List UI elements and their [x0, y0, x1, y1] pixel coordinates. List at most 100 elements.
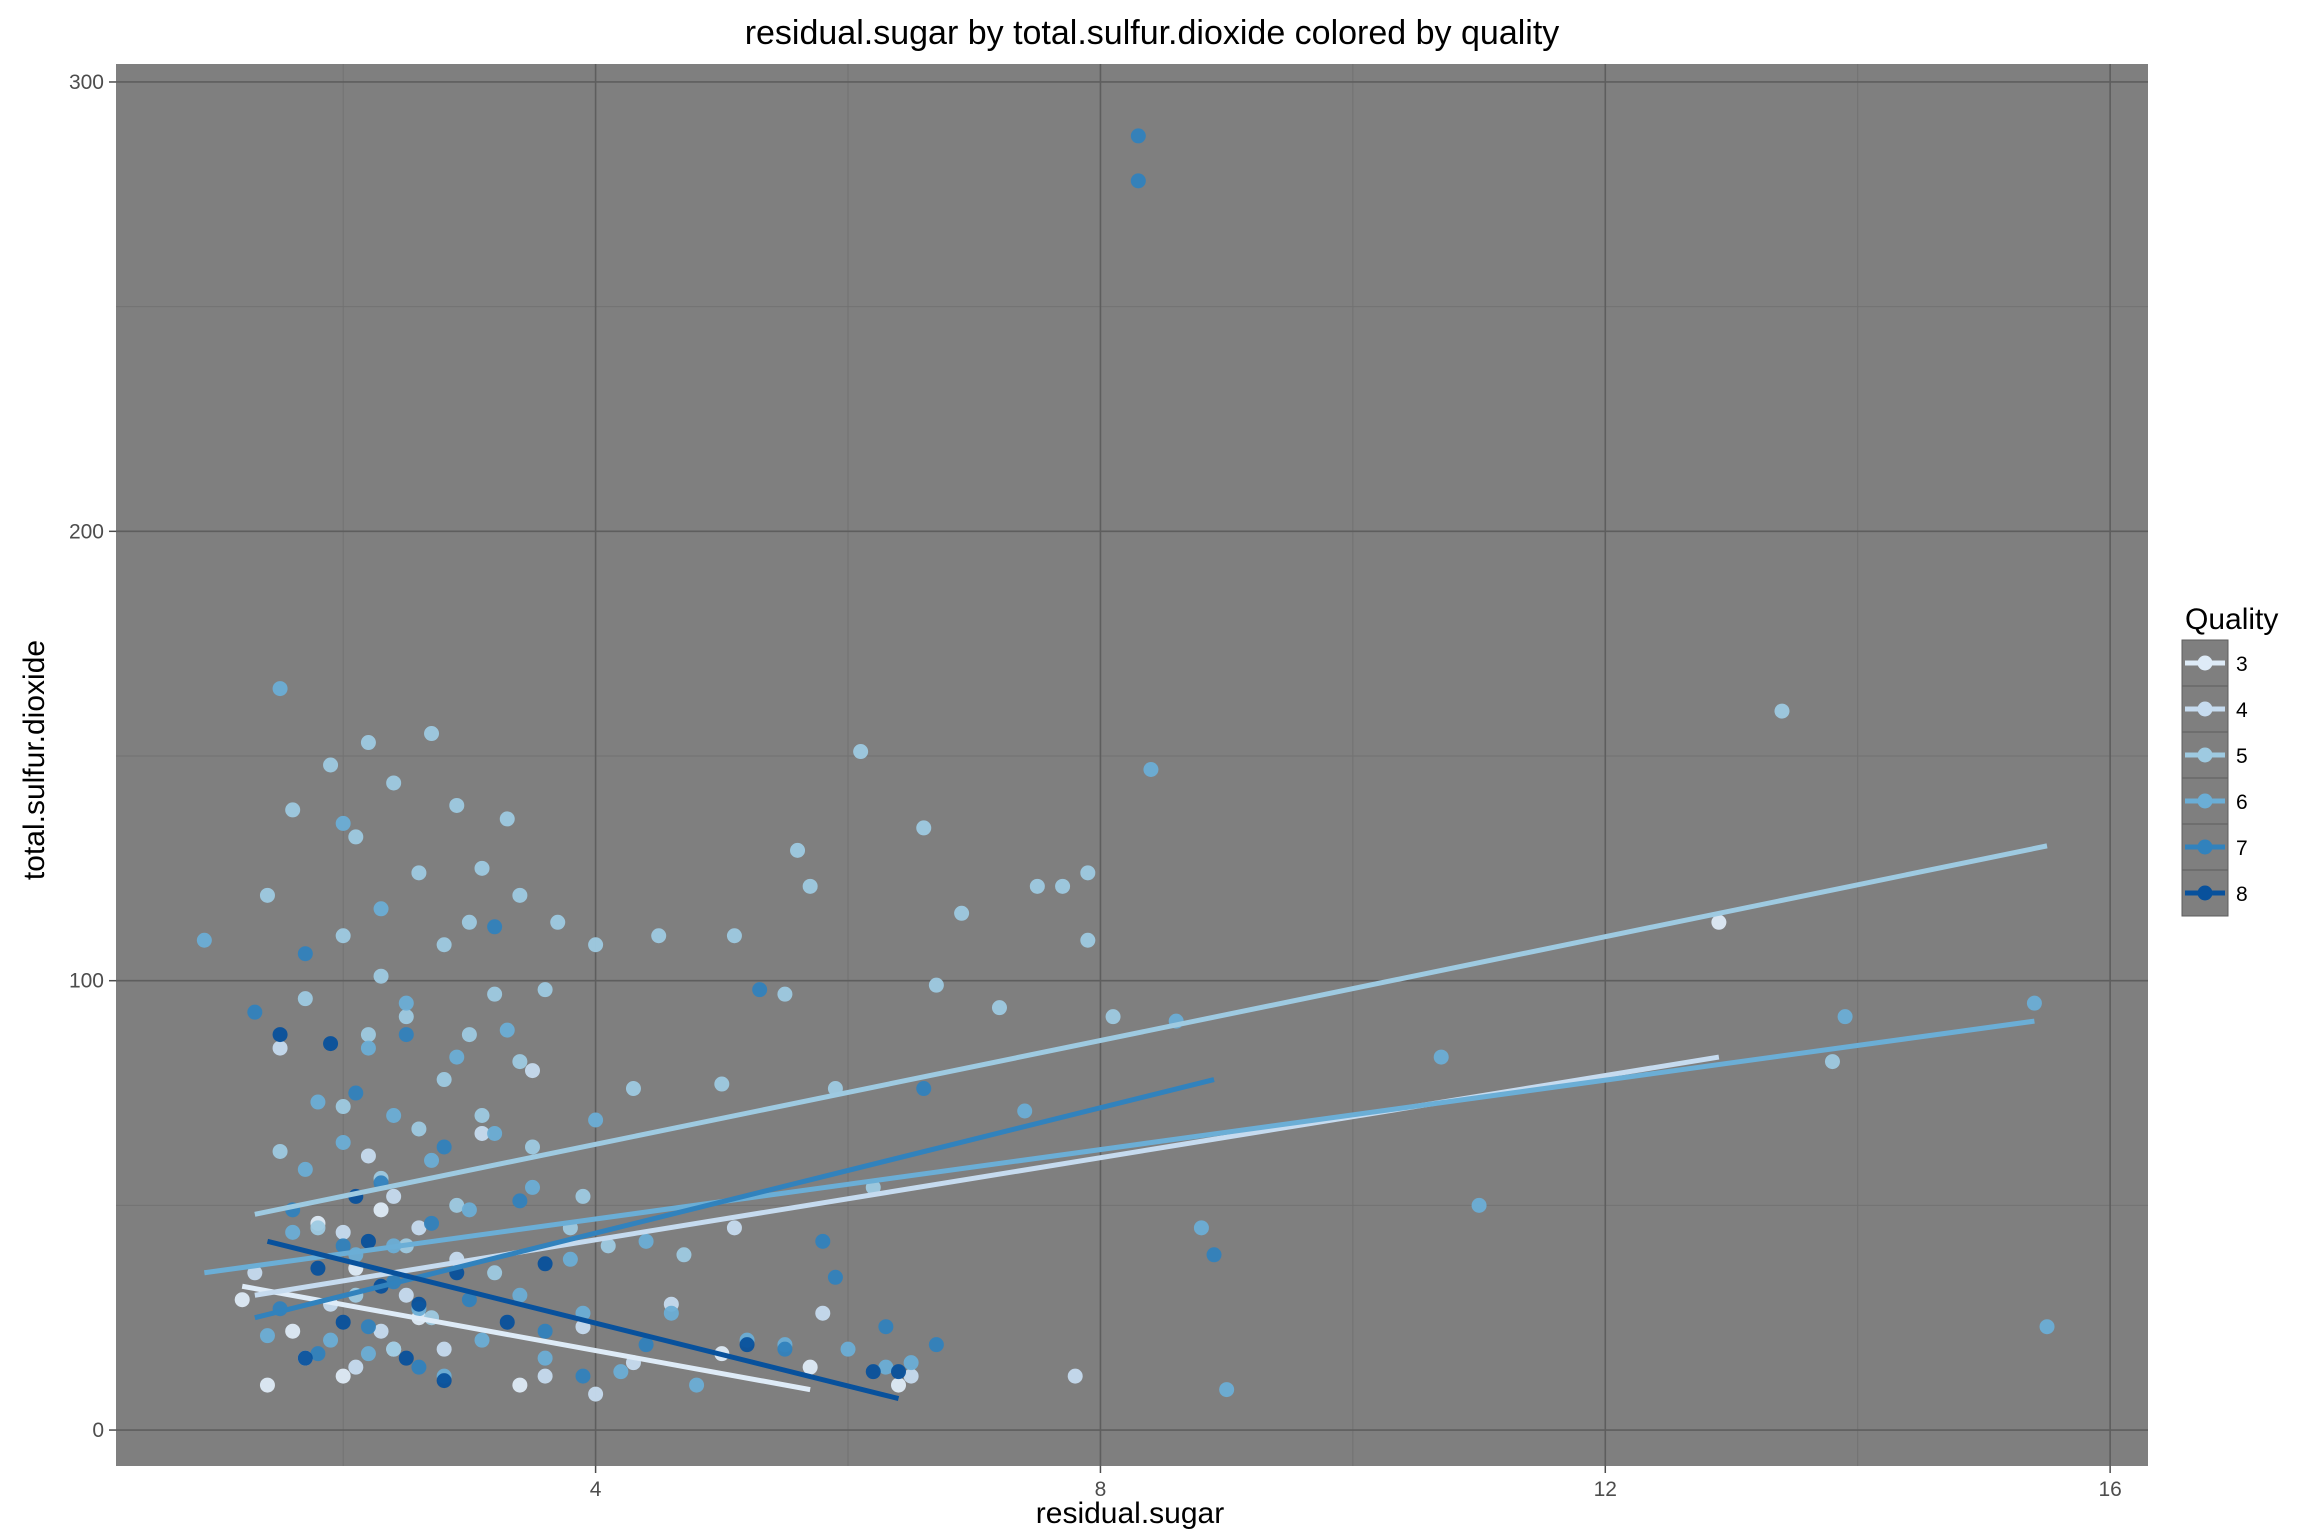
data-point: [386, 1108, 402, 1123]
data-point: [891, 1364, 907, 1380]
data-point: [1824, 1054, 1840, 1070]
data-point: [411, 1121, 427, 1137]
data-point: [474, 860, 490, 876]
y-tick-label: 0: [92, 1419, 104, 1442]
data-point: [991, 1000, 1007, 1016]
data-point: [348, 829, 364, 845]
data-point: [461, 1202, 477, 1218]
data-point: [916, 820, 932, 836]
data-point: [386, 1188, 402, 1204]
data-point: [398, 1027, 414, 1043]
data-point: [373, 968, 389, 984]
data-point: [790, 842, 806, 858]
data-point: [777, 986, 793, 1002]
data-point: [259, 1377, 275, 1393]
fit-lines: [204, 843, 2048, 1402]
legend-key-point: [2197, 839, 2213, 855]
legend-key-point: [2197, 885, 2213, 901]
fit-line: [241, 1283, 811, 1393]
data-point: [651, 928, 667, 944]
data-point: [398, 1350, 414, 1366]
data-point: [474, 1332, 490, 1348]
data-point: [474, 1125, 490, 1141]
data-point: [234, 1292, 250, 1308]
data-point: [436, 937, 452, 953]
data-point: [865, 1364, 881, 1380]
data-point: [714, 1076, 730, 1092]
data-point: [1055, 878, 1071, 894]
data-point: [562, 1251, 578, 1267]
data-point: [1711, 914, 1727, 930]
data-point: [335, 1224, 351, 1240]
data-point: [310, 1220, 326, 1236]
legend-label: 4: [2236, 699, 2248, 722]
data-point: [335, 928, 351, 944]
data-point: [499, 1022, 515, 1038]
data-point: [663, 1305, 679, 1321]
data-point: [461, 1292, 477, 1308]
data-point: [903, 1368, 919, 1384]
data-point: [335, 815, 351, 831]
data-point: [436, 1373, 452, 1389]
data-point: [436, 1139, 452, 1155]
data-point: [247, 1265, 263, 1281]
data-point: [499, 1314, 515, 1330]
plot-panel: [116, 64, 2148, 1466]
legend-title: Quality: [2185, 603, 2278, 636]
data-point: [537, 1323, 553, 1339]
data-point: [449, 1049, 465, 1065]
data-point: [928, 1337, 944, 1353]
legend-label: 7: [2236, 837, 2248, 860]
data-point: [360, 1148, 376, 1164]
legend-label: 3: [2236, 653, 2248, 676]
data-point: [878, 1359, 894, 1375]
data-point: [891, 1377, 907, 1393]
data-point: [802, 1359, 818, 1375]
x-axis-ticks: 4 8 12 16: [590, 1466, 2122, 1501]
data-point: [954, 905, 970, 921]
y-tick-label: 100: [69, 970, 104, 993]
data-point: [916, 1081, 932, 1097]
x-tick-label: 4: [590, 1478, 602, 1501]
data-point: [1471, 1197, 1487, 1213]
data-point: [335, 1134, 351, 1150]
data-point: [613, 1364, 629, 1380]
data-point: [537, 1368, 553, 1384]
x-axis-label: residual.sugar: [1036, 1497, 1224, 1530]
data-point: [411, 1220, 427, 1236]
data-point: [840, 1341, 856, 1357]
data-point: [726, 1220, 742, 1236]
data-point: [1837, 1009, 1853, 1025]
data-point: [487, 1265, 503, 1281]
data-point: [411, 1359, 427, 1375]
data-point: [1017, 1103, 1033, 1119]
y-axis-label: total.sulfur.dioxide: [18, 640, 51, 880]
legend-key-point: [2197, 701, 2213, 717]
data-point: [575, 1188, 591, 1204]
data-point: [537, 1256, 553, 1272]
legend-label: 6: [2236, 791, 2248, 814]
data-point: [499, 811, 515, 827]
data-point: [424, 1215, 440, 1231]
data-point: [323, 1036, 339, 1052]
y-tick-label: 300: [69, 71, 104, 94]
data-point: [524, 1179, 540, 1195]
data-point: [588, 1112, 604, 1128]
data-point: [386, 775, 402, 791]
data-point: [524, 1063, 540, 1079]
fit-line: [254, 843, 2048, 1217]
data-point: [1080, 932, 1096, 948]
data-point: [777, 1341, 793, 1357]
data-point: [1143, 761, 1159, 777]
data-point: [550, 914, 566, 930]
data-point: [436, 1072, 452, 1088]
data-point: [398, 1009, 414, 1025]
data-point: [335, 1099, 351, 1115]
data-point: [739, 1337, 755, 1353]
x-tick-label: 8: [1095, 1478, 1107, 1501]
data-point: [726, 928, 742, 944]
data-point: [1193, 1220, 1209, 1236]
data-point: [297, 1161, 313, 1177]
data-point: [373, 1323, 389, 1339]
